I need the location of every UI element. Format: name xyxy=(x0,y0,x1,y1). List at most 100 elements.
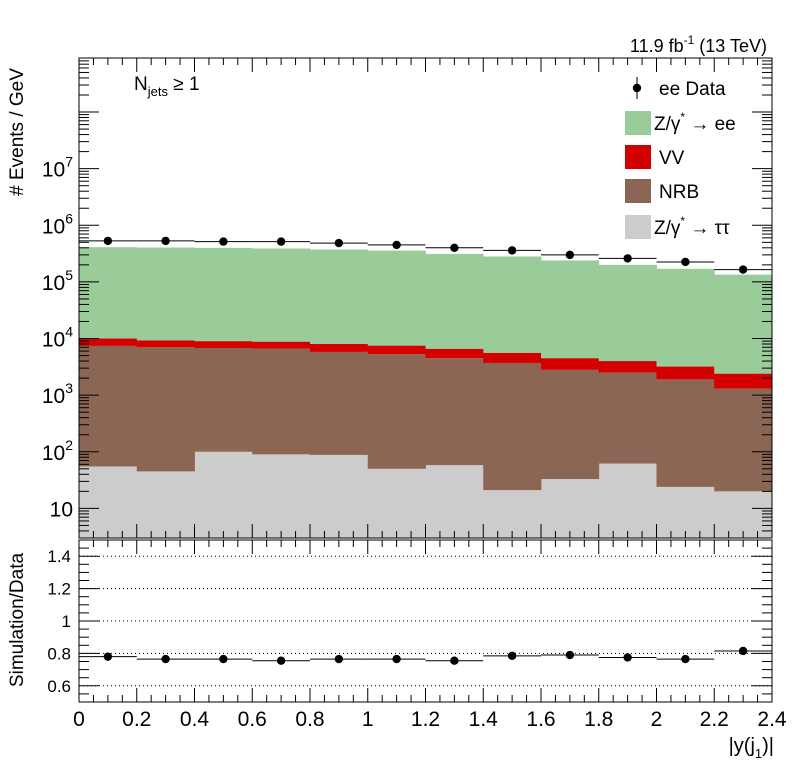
ytick-label-exp-3: 4 xyxy=(65,324,73,340)
selection-sub: jets xyxy=(147,84,169,99)
data-point-3 xyxy=(276,237,286,246)
ratio-point-11 xyxy=(738,646,748,656)
stack-bar-2-6 xyxy=(425,348,484,359)
ratio-point-9 xyxy=(623,653,632,662)
xtick-label-9: 1.8 xyxy=(584,708,613,731)
stack-bar-0-10 xyxy=(656,486,715,538)
stack-bar-0-3 xyxy=(252,454,311,538)
stack-bar-2-4 xyxy=(310,344,369,352)
stack-bar-0-2 xyxy=(194,451,253,538)
ytick-label-exp-6: 7 xyxy=(65,154,73,170)
stack-bar-2-9 xyxy=(598,361,657,373)
legend-label-main-3: NRB xyxy=(659,182,699,203)
data-point-2 xyxy=(219,237,228,246)
ratio-tick-label-3: 1.2 xyxy=(47,580,71,599)
xtick-label-3: 0.6 xyxy=(238,708,267,731)
stack-bar-1-10 xyxy=(656,379,715,487)
data-point-7 xyxy=(507,246,517,255)
lumi-sup: -1 xyxy=(684,33,695,47)
x-axis-title-pre: |y(j xyxy=(729,735,755,757)
y-axis-title: # Events / GeV xyxy=(7,68,28,196)
legend-label-main-1: Z/γ xyxy=(654,114,681,135)
selection-label: Njets ≥ 1 xyxy=(134,74,200,99)
ytick-label-base-2: 10 xyxy=(42,385,65,408)
stack-bar-1-4 xyxy=(310,351,369,455)
ytick-label-exp-4: 5 xyxy=(65,267,73,283)
legend-marker-0 xyxy=(632,83,642,93)
ytick-label-exp-1: 2 xyxy=(65,437,73,453)
stack-bar-2-0 xyxy=(79,338,138,346)
stack-bar-1-5 xyxy=(367,354,426,469)
ratio-pad-background xyxy=(79,540,772,702)
data-point-10 xyxy=(681,257,690,267)
xtick-label-8: 1.6 xyxy=(526,708,555,731)
stack-bar-3-2 xyxy=(194,247,253,342)
legend-label-1: Z/γ* → ee xyxy=(654,110,736,135)
legend-label-rest-1: → ee xyxy=(685,114,736,135)
ytick-label-base-3: 10 xyxy=(42,329,65,352)
data-point-11 xyxy=(738,265,748,274)
legend-label-main-4: Z/γ xyxy=(654,218,681,239)
legend-label-sup-4: * xyxy=(680,214,685,228)
stack-bar-0-9 xyxy=(598,463,657,538)
stack-bar-2-1 xyxy=(136,340,195,348)
stack-bar-0-8 xyxy=(541,479,600,538)
stack-bar-3-3 xyxy=(252,248,311,342)
data-point-9 xyxy=(623,254,632,263)
stack-bar-3-9 xyxy=(598,264,657,362)
stack-bar-0-1 xyxy=(136,471,195,538)
ratio-tick-label-1: 0.8 xyxy=(47,644,71,663)
legend-label-rest-4: → ττ xyxy=(685,218,730,239)
ratio-tick-label-4: 1.4 xyxy=(47,547,71,566)
ratio-point-2 xyxy=(219,654,228,664)
xtick-label-0: 0 xyxy=(73,708,85,731)
stack-bar-1-2 xyxy=(194,348,253,452)
xtick-label-12: 2.4 xyxy=(757,708,787,731)
ratio-layer xyxy=(79,540,772,702)
stack-bar-3-4 xyxy=(310,249,369,345)
legend-label-0: ee Data xyxy=(659,79,726,100)
ytick-label-4: 105 xyxy=(42,267,73,295)
data-point-1 xyxy=(161,236,170,246)
ytick-label-base-1: 10 xyxy=(42,442,65,465)
stack-bar-3-11 xyxy=(714,274,773,374)
stack-bar-2-2 xyxy=(194,341,253,349)
xtick-label-6: 1.2 xyxy=(411,708,440,731)
data-point-8 xyxy=(565,250,575,260)
data-point-4 xyxy=(334,238,344,248)
ytick-label-1: 102 xyxy=(42,437,73,465)
xtick-label-7: 1.4 xyxy=(469,708,499,731)
ratio-point-8 xyxy=(565,650,575,660)
stack-bar-1-3 xyxy=(252,348,311,455)
stack-bar-3-5 xyxy=(367,250,426,346)
data-point-5 xyxy=(392,240,401,250)
ratio-point-10 xyxy=(681,654,690,664)
stack-bar-1-7 xyxy=(483,362,542,491)
xtick-label-10: 2 xyxy=(651,708,663,731)
stack-bar-2-11 xyxy=(714,373,773,389)
ytick-label-exp-5: 6 xyxy=(65,210,73,226)
data-layer xyxy=(79,236,772,274)
stack-bar-1-0 xyxy=(79,345,138,467)
ratio-point-3 xyxy=(276,656,286,665)
stack-bar-2-7 xyxy=(483,352,542,363)
legend-label-main-2: VV xyxy=(659,148,685,169)
ytick-label-exp-2: 3 xyxy=(65,380,73,396)
ytick-label-base-0: 10 xyxy=(50,498,73,521)
legend-label-2: VV xyxy=(659,148,685,169)
frame-layer xyxy=(78,57,773,703)
legend-label-3: NRB xyxy=(659,182,699,203)
ratio-axis-title: Simulation/Data xyxy=(7,553,28,688)
stack-bar-3-7 xyxy=(483,256,542,353)
selection-main: N xyxy=(134,74,148,95)
legend-swatch-4 xyxy=(625,215,651,239)
x-axis-title: |y(j1)| xyxy=(729,735,774,761)
selection-rest: ≥ 1 xyxy=(168,74,200,95)
ytick-label-0: 10 xyxy=(50,498,73,521)
ratio-tick-label-0: 0.6 xyxy=(47,677,71,696)
stack-bar-3-1 xyxy=(136,247,195,341)
legend-swatch-3 xyxy=(625,179,651,203)
ytick-label-5: 106 xyxy=(42,210,73,238)
